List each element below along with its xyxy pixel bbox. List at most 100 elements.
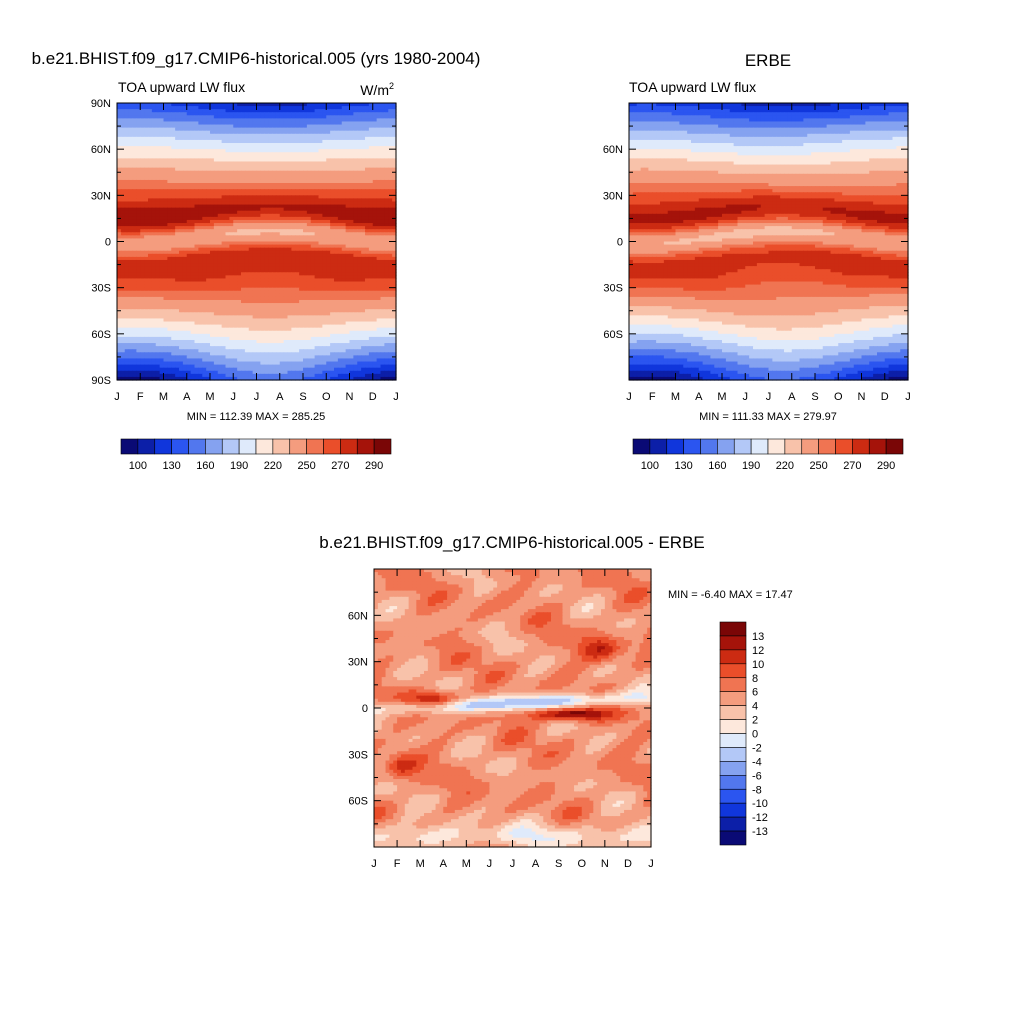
contour-cell bbox=[357, 124, 362, 129]
contour-cell bbox=[213, 127, 219, 132]
contour-cell bbox=[124, 118, 130, 123]
contour-cell bbox=[256, 103, 261, 107]
contour-cell bbox=[202, 124, 207, 129]
contour-cell bbox=[334, 106, 339, 110]
contour-cell bbox=[380, 106, 385, 110]
contour-cell bbox=[229, 112, 234, 116]
contour-cell bbox=[225, 121, 230, 126]
contour-cell bbox=[198, 130, 203, 135]
contour-cell bbox=[330, 112, 335, 116]
contour-cell bbox=[330, 121, 335, 126]
contour-cell bbox=[213, 121, 219, 126]
contour-cell bbox=[279, 109, 285, 113]
contour-cell bbox=[163, 112, 168, 116]
contour-cell bbox=[345, 115, 351, 119]
contour-cell bbox=[388, 103, 393, 107]
contour-cell bbox=[361, 127, 366, 132]
contour-cell bbox=[175, 112, 180, 116]
contour-cell bbox=[365, 106, 370, 110]
contour-cell bbox=[306, 106, 312, 110]
contour-cell bbox=[334, 118, 339, 123]
contour-cell bbox=[299, 121, 304, 126]
contour-cell bbox=[210, 103, 215, 107]
contour-cell bbox=[128, 124, 134, 129]
contour-cell bbox=[306, 127, 312, 132]
contour-cell bbox=[380, 103, 385, 107]
contour-cell bbox=[210, 109, 215, 113]
contour-cell bbox=[341, 106, 347, 110]
contour-cell bbox=[175, 130, 180, 135]
contour-cell bbox=[171, 121, 176, 126]
contour-cell bbox=[229, 124, 234, 129]
contour-cell bbox=[128, 106, 134, 110]
contour-cell bbox=[132, 115, 137, 119]
contour-cell bbox=[206, 103, 211, 107]
contour-cell bbox=[202, 115, 207, 119]
contour-cell bbox=[159, 121, 165, 126]
contour-cell bbox=[279, 106, 285, 110]
contour-cell bbox=[140, 115, 145, 119]
contour-cell bbox=[268, 121, 273, 126]
contour-cell bbox=[334, 112, 339, 116]
contour-cell bbox=[252, 106, 258, 110]
contour-cell bbox=[151, 127, 157, 132]
contour-cell bbox=[322, 112, 327, 116]
contour-cell bbox=[326, 103, 331, 107]
contour-cell bbox=[376, 103, 382, 107]
contour-cell bbox=[275, 115, 281, 119]
contour-cell bbox=[233, 118, 238, 123]
contour-cell bbox=[376, 112, 382, 116]
contour-cell bbox=[388, 124, 393, 129]
contour-cell bbox=[128, 109, 134, 113]
contour-cell bbox=[248, 115, 254, 119]
contour-cell bbox=[225, 112, 230, 116]
contour-cell bbox=[190, 103, 196, 107]
contour-cell bbox=[372, 115, 378, 119]
contour-cell bbox=[252, 124, 258, 129]
contour-cell bbox=[151, 109, 157, 113]
contour-cell bbox=[365, 103, 370, 107]
contour-cell bbox=[337, 109, 343, 113]
contour-cell bbox=[299, 103, 304, 107]
contour-cell bbox=[248, 106, 254, 110]
contour-cell bbox=[380, 124, 385, 129]
contour-cell bbox=[256, 112, 261, 116]
contour-cell bbox=[314, 106, 320, 110]
contour-cell bbox=[198, 121, 203, 126]
contour-cell bbox=[252, 109, 258, 113]
contour-cell bbox=[299, 112, 304, 116]
contour-cell bbox=[182, 118, 188, 123]
contour-cell bbox=[186, 130, 192, 135]
contour-cell bbox=[322, 115, 327, 119]
contour-cell bbox=[117, 106, 122, 110]
contour-cell bbox=[275, 130, 281, 135]
contour-cell bbox=[306, 103, 312, 107]
contour-cell bbox=[392, 127, 397, 132]
contour-cell bbox=[136, 121, 141, 126]
contour-cell bbox=[303, 118, 308, 123]
contour-cell bbox=[368, 103, 374, 107]
contour-cell bbox=[392, 103, 397, 107]
contour-cell bbox=[368, 106, 374, 110]
contour-cell bbox=[151, 118, 157, 123]
contour-cell bbox=[384, 106, 389, 110]
contour-cell bbox=[136, 106, 141, 110]
contour-cell bbox=[326, 124, 331, 129]
contour-cell bbox=[217, 124, 223, 129]
contour-cell bbox=[175, 121, 180, 126]
contour-cell bbox=[368, 121, 374, 126]
contour-cell bbox=[341, 121, 347, 126]
contour-cell bbox=[237, 103, 242, 107]
contour-cell bbox=[163, 124, 168, 129]
contour-cell bbox=[279, 118, 285, 123]
contour-cell bbox=[345, 109, 351, 113]
contour-cell bbox=[248, 109, 254, 113]
contour-cell bbox=[136, 124, 141, 129]
contour-cell bbox=[380, 118, 385, 123]
contour-cell bbox=[341, 112, 347, 116]
contour-cell bbox=[217, 127, 223, 132]
contour-cell bbox=[117, 109, 122, 113]
contour-cell bbox=[186, 127, 192, 132]
contour-cell bbox=[299, 106, 304, 110]
panel-model: b.e21.BHIST.f09_g17.CMIP6-historical.005… bbox=[32, 49, 481, 472]
